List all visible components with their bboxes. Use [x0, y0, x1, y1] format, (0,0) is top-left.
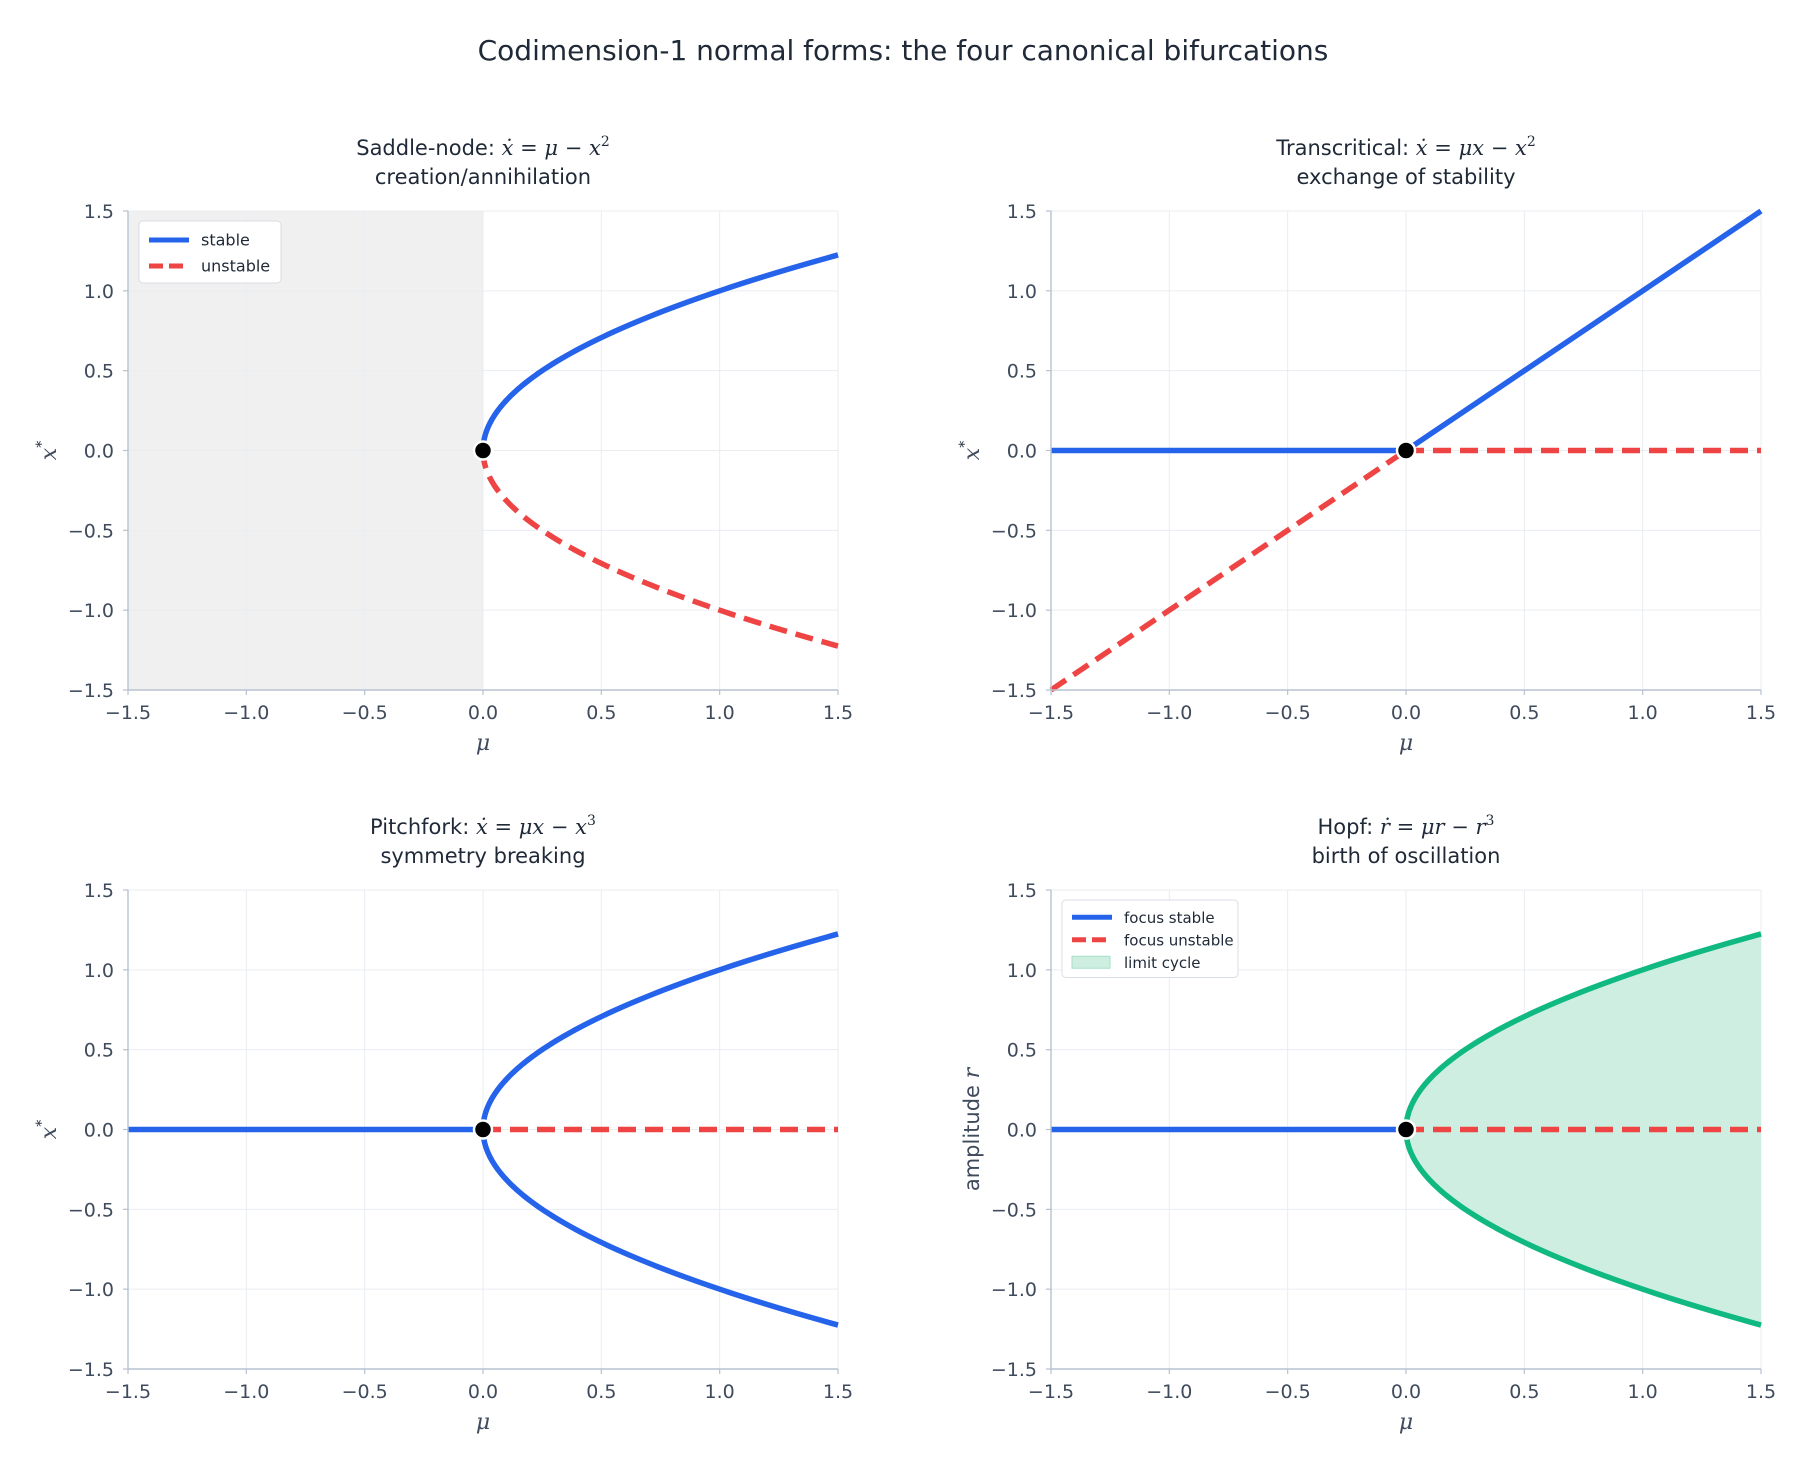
panel-title: Pitchfork: ẋ = μx − x3 — [370, 813, 596, 839]
x-tick-label: 1.5 — [1746, 1381, 1776, 1403]
x-axis-label: μ — [476, 731, 490, 756]
y-tick-label: 0.0 — [1007, 441, 1037, 463]
y-tick-label: −1.5 — [991, 680, 1037, 702]
y-tick-label: 1.5 — [84, 201, 114, 223]
y-tick-label: −1.0 — [68, 1279, 114, 1301]
x-tick-label: −0.5 — [342, 702, 388, 724]
chart-panel-2: −1.5 −1.0 −0.5 0.0 0.5 1.0 1.5 −1.5 −1.0 −0.5 0.0 0… — [957, 134, 1776, 756]
x-axis-label: μ — [476, 1410, 490, 1435]
bifurcation-point — [472, 1119, 494, 1140]
y-tick-label: 1.0 — [84, 281, 114, 303]
panel-subtitle: exchange of stability — [1296, 165, 1515, 189]
y-tick-label: −0.5 — [991, 1199, 1037, 1221]
y-tick-label: 1.0 — [1007, 960, 1037, 982]
y-tick-label: −0.5 — [68, 1199, 114, 1221]
y-tick-label: −1.5 — [68, 680, 114, 702]
y-tick-label: 0.0 — [1007, 1120, 1037, 1142]
x-tick-label: 1.0 — [705, 702, 735, 724]
stable-branch — [480, 931, 839, 1130]
stable-branch — [1404, 208, 1763, 453]
x-tick-label: −1.5 — [1028, 1381, 1074, 1403]
unstable-branch — [1049, 448, 1408, 693]
y-tick-label: 0.5 — [84, 361, 114, 383]
panel-subtitle: birth of oscillation — [1312, 844, 1501, 868]
y-tick-label: 1.5 — [1007, 880, 1037, 902]
bifurcation-point — [472, 440, 494, 461]
x-axis-label: μ — [1399, 1410, 1413, 1435]
x-tick-label: −1.5 — [1028, 702, 1074, 724]
y-axis-label: x* — [957, 441, 985, 460]
x-tick-label: 0.5 — [1509, 1381, 1539, 1403]
panel-title: Saddle-node: ẋ = μ − x2 — [356, 134, 610, 160]
legend-label: focus stable — [1124, 909, 1215, 927]
x-tick-label: −1.0 — [223, 702, 269, 724]
y-axis-label: x* — [34, 1120, 62, 1139]
y-tick-label: −0.5 — [68, 520, 114, 542]
stable-branch — [480, 252, 839, 451]
y-tick-label: −1.0 — [991, 1279, 1037, 1301]
y-tick-label: 0.5 — [1007, 361, 1037, 383]
y-tick-label: 1.0 — [84, 960, 114, 982]
y-tick-label: −1.5 — [68, 1359, 114, 1381]
y-tick-label: 1.5 — [1007, 201, 1037, 223]
x-tick-label: −1.0 — [1146, 702, 1192, 724]
x-tick-label: 1.5 — [823, 702, 853, 724]
x-tick-label: −0.5 — [1265, 1381, 1311, 1403]
x-tick-label: −1.5 — [105, 702, 151, 724]
x-tick-label: 1.5 — [1746, 702, 1776, 724]
panel-title: Transcritical: ẋ = μx − x2 — [1275, 134, 1536, 160]
y-tick-label: −1.0 — [991, 600, 1037, 622]
x-tick-label: 1.5 — [823, 1381, 853, 1403]
legend-swatch — [1071, 955, 1111, 969]
y-axis-label: x* — [34, 441, 62, 460]
y-tick-label: 0.0 — [84, 1120, 114, 1142]
y-tick-label: −0.5 — [991, 520, 1037, 542]
chart-panel-1: −1.5 −1.0 −0.5 0.0 0.5 1.0 1.5 −1.5 −1.0 −0.5 0.0 0… — [34, 134, 853, 756]
x-tick-label: −1.0 — [223, 1381, 269, 1403]
y-tick-label: 1.5 — [84, 880, 114, 902]
bifurcation-point — [1395, 1119, 1417, 1140]
x-tick-label: −0.5 — [1265, 702, 1311, 724]
y-tick-label: 0.0 — [84, 441, 114, 463]
legend-label: stable — [201, 231, 250, 250]
x-tick-label: 0.5 — [1509, 702, 1539, 724]
x-tick-label: 0.0 — [1391, 702, 1421, 724]
legend-label: focus unstable — [1124, 931, 1234, 949]
y-tick-label: −1.0 — [68, 600, 114, 622]
y-tick-label: 0.5 — [84, 1040, 114, 1062]
x-tick-label: 1.0 — [1628, 1381, 1658, 1403]
x-tick-label: 0.0 — [468, 1381, 498, 1403]
x-axis-label: μ — [1399, 731, 1413, 756]
x-tick-label: −1.0 — [1146, 1381, 1192, 1403]
panel-subtitle: symmetry breaking — [380, 844, 585, 868]
legend-label: unstable — [201, 257, 270, 276]
x-tick-label: 0.0 — [468, 702, 498, 724]
x-tick-label: 1.0 — [705, 1381, 735, 1403]
panel-subtitle: creation/annihilation — [375, 165, 591, 189]
panel-title: Hopf: ṙ = μr − r3 — [1318, 813, 1495, 839]
x-tick-label: 1.0 — [1628, 702, 1658, 724]
x-tick-label: −1.5 — [105, 1381, 151, 1403]
chart-panel-4: −1.5 −1.0 −0.5 0.0 0.5 1.0 1.5 −1.5 −1.0 −0.5 0.0 0… — [960, 813, 1776, 1435]
y-tick-label: −1.5 — [991, 1359, 1037, 1381]
x-tick-label: −0.5 — [342, 1381, 388, 1403]
chart-panel-3: −1.5 −1.0 −0.5 0.0 0.5 1.0 1.5 −1.5 −1.0 −0.5 0.0 0… — [34, 813, 853, 1435]
x-tick-label: 0.0 — [1391, 1381, 1421, 1403]
y-axis-label: amplitude r — [960, 1066, 985, 1191]
x-tick-label: 0.5 — [586, 1381, 616, 1403]
legend-label: limit cycle — [1124, 954, 1201, 972]
bifurcation-point — [1395, 440, 1417, 461]
stable-branch — [480, 1129, 839, 1328]
y-tick-label: 0.5 — [1007, 1040, 1037, 1062]
limit-cycle-branch — [1403, 1129, 1762, 1328]
figure-title: Codimension-1 normal forms: the four can… — [478, 34, 1329, 67]
x-tick-label: 0.5 — [586, 702, 616, 724]
limit-cycle-branch — [1403, 931, 1762, 1130]
y-tick-label: 1.0 — [1007, 281, 1037, 303]
unstable-branch — [480, 450, 839, 649]
